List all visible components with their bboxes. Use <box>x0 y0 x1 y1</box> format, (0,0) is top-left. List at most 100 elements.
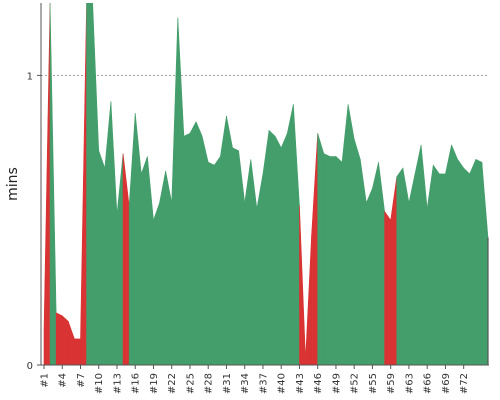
area-segment <box>116 153 124 365</box>
area-segment <box>305 234 312 365</box>
y-axis-label: mins <box>5 167 21 201</box>
area-segment <box>98 150 106 365</box>
area-segment <box>256 173 264 365</box>
area-segment <box>159 170 166 365</box>
x-tick-label: #55 <box>368 373 379 394</box>
area-segment <box>177 17 185 365</box>
area-segment <box>420 144 428 365</box>
area-segment <box>262 130 270 365</box>
area-segment <box>293 104 300 365</box>
area-segment <box>86 3 93 365</box>
area-segment <box>80 3 87 365</box>
area-segment <box>238 150 246 365</box>
area-segment <box>341 104 349 365</box>
area-segment <box>226 115 233 365</box>
area-segment <box>432 164 440 365</box>
area-segment <box>250 159 258 365</box>
x-tick-label: #37 <box>258 373 269 394</box>
area-segment <box>335 155 343 365</box>
area-segment <box>280 133 288 365</box>
x-tick-label: #46 <box>313 373 324 394</box>
area-segment <box>268 129 276 365</box>
area-segment <box>445 144 452 365</box>
area-segment <box>153 202 160 365</box>
x-tick-label: #66 <box>423 373 434 394</box>
x-tick-label: #52 <box>350 373 361 394</box>
area-segment <box>201 136 209 365</box>
area-segment <box>372 162 379 365</box>
area-segment <box>469 159 477 365</box>
x-tick-label: #43 <box>295 373 306 394</box>
area-series <box>43 3 489 365</box>
x-tick-label: #13 <box>112 373 123 394</box>
area-segment <box>329 156 337 365</box>
area-segment <box>323 153 331 365</box>
y-tick-label: 0 <box>27 361 33 372</box>
area-segment <box>359 159 367 365</box>
area-segment <box>232 147 239 365</box>
area-segment <box>390 176 398 365</box>
area-segment <box>353 139 361 365</box>
axes <box>37 3 489 369</box>
area-segment <box>457 158 464 365</box>
y-tick-label: 1 <box>27 71 33 82</box>
area-segment <box>414 144 422 365</box>
x-tick-label: #49 <box>331 373 342 394</box>
area-segment <box>43 3 51 365</box>
x-tick-label: #72 <box>459 373 470 394</box>
area-segment <box>396 167 404 365</box>
x-tick-labels: #1 #4 #7 #10 #13 #16 #19 #22 #25 #28 #31 #34 #37 #40 #… <box>40 373 471 394</box>
area-segment <box>122 153 130 365</box>
area-segment <box>104 101 112 365</box>
area-segment <box>475 158 483 365</box>
area-segment <box>214 155 221 365</box>
area-segment <box>426 165 434 365</box>
area-segment <box>189 121 197 365</box>
y-tick-labels: 01 <box>27 71 33 372</box>
area-segment <box>408 173 416 365</box>
x-tick-label: #31 <box>222 373 233 394</box>
area-segment <box>311 133 318 365</box>
area-segment <box>171 17 179 365</box>
area-segment <box>141 156 148 365</box>
x-tick-label: #16 <box>131 373 142 394</box>
x-tick-label: #10 <box>94 373 105 394</box>
area-segment <box>366 188 373 365</box>
x-tick-label: #59 <box>386 373 397 394</box>
area-segment <box>384 210 391 365</box>
x-tick-label: #25 <box>185 373 196 394</box>
area-segment <box>207 161 215 365</box>
x-tick-label: #40 <box>277 373 288 394</box>
area-segment <box>299 205 306 365</box>
area-segment <box>451 144 458 365</box>
area-segment <box>195 121 203 365</box>
area-segment <box>402 168 410 365</box>
area-segment <box>110 101 118 365</box>
area-segment <box>244 159 252 365</box>
area-segment <box>128 113 136 365</box>
area-segment <box>286 104 294 365</box>
area-segment <box>347 104 355 365</box>
x-tick-label: #63 <box>404 373 415 394</box>
x-tick-label: #22 <box>167 373 178 394</box>
area-segment <box>274 136 282 365</box>
x-tick-label: #4 <box>58 373 69 388</box>
x-tick-label: #28 <box>204 373 215 394</box>
area-segment <box>378 162 385 365</box>
area-segment <box>74 338 81 365</box>
area-segment <box>183 132 191 365</box>
x-tick-label: #1 <box>40 373 51 388</box>
area-segment <box>55 312 63 365</box>
x-tick-label: #7 <box>76 373 87 388</box>
area-segment <box>61 315 69 365</box>
area-segment <box>68 321 75 365</box>
x-tick-label: #69 <box>441 373 452 394</box>
area-segment <box>463 167 471 365</box>
area-segment <box>481 162 489 365</box>
x-tick-label: #34 <box>240 373 251 394</box>
area-segment <box>49 3 57 365</box>
area-segment <box>220 115 227 365</box>
area-segment <box>317 133 325 365</box>
area-segment <box>439 173 446 365</box>
